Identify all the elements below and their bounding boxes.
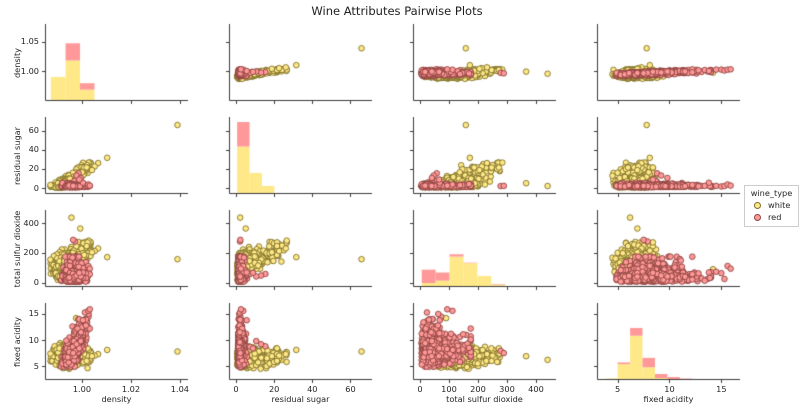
x-tick-label: 40 <box>307 383 318 394</box>
x-axis-label-residual-sugar: residual sugar <box>271 394 330 404</box>
x-tick-label: 400 <box>528 383 544 394</box>
y-tick-label: 5 <box>33 360 39 371</box>
x-tick-label: 100 <box>441 383 457 394</box>
y-tick-label: 200 <box>23 247 39 258</box>
x-tick-label: 5 <box>615 383 621 394</box>
y-tick-label: 20 <box>28 163 39 174</box>
figure-title: Wine Attributes Pairwise Plots <box>311 4 483 18</box>
y-tick-label: 400 <box>23 217 39 228</box>
x-tick-label: 0 <box>417 383 423 394</box>
x-tick-label: 1.00 <box>72 383 92 394</box>
legend-label-white: white <box>768 200 791 210</box>
x-tick-label: 15 <box>716 383 727 394</box>
legend-marker-white-icon <box>754 201 761 209</box>
x-axis-label-fixed-acidity: fixed acidity <box>643 394 694 404</box>
legend-marker-red-icon <box>754 213 761 221</box>
x-tick-label: 20 <box>268 383 280 394</box>
legend: wine_type white red <box>744 185 799 227</box>
x-tick-label: 1.04 <box>170 383 190 394</box>
y-tick-label: 0 <box>33 182 39 193</box>
legend-label-red: red <box>768 212 782 222</box>
y-tick-label: 1.00 <box>20 65 39 76</box>
x-axis-label-density: density <box>101 394 132 404</box>
x-tick-label: 200 <box>470 383 486 394</box>
legend-item-white: white <box>745 199 798 211</box>
legend-item-red: red <box>745 211 798 223</box>
x-tick-label: 1.02 <box>121 383 141 394</box>
x-tick-label: 0 <box>233 383 239 394</box>
y-tick-label: 0 <box>33 277 39 287</box>
x-tick-label: 60 <box>345 383 356 394</box>
y-tick-label: 1.05 <box>20 36 39 47</box>
y-tick-label: 40 <box>28 144 39 155</box>
x-tick-label: 10 <box>664 383 675 394</box>
y-axis-label-residual-sugar: residual sugar <box>11 126 22 185</box>
y-tick-label: 10 <box>28 334 39 345</box>
y-tick-label: 15 <box>28 308 39 319</box>
legend-title: wine_type <box>750 188 793 198</box>
x-tick-label: 300 <box>499 383 515 394</box>
x-axis-label-total-sulfur-dioxide: total sulfur dioxide <box>446 394 523 404</box>
y-tick-label: 60 <box>28 125 39 136</box>
